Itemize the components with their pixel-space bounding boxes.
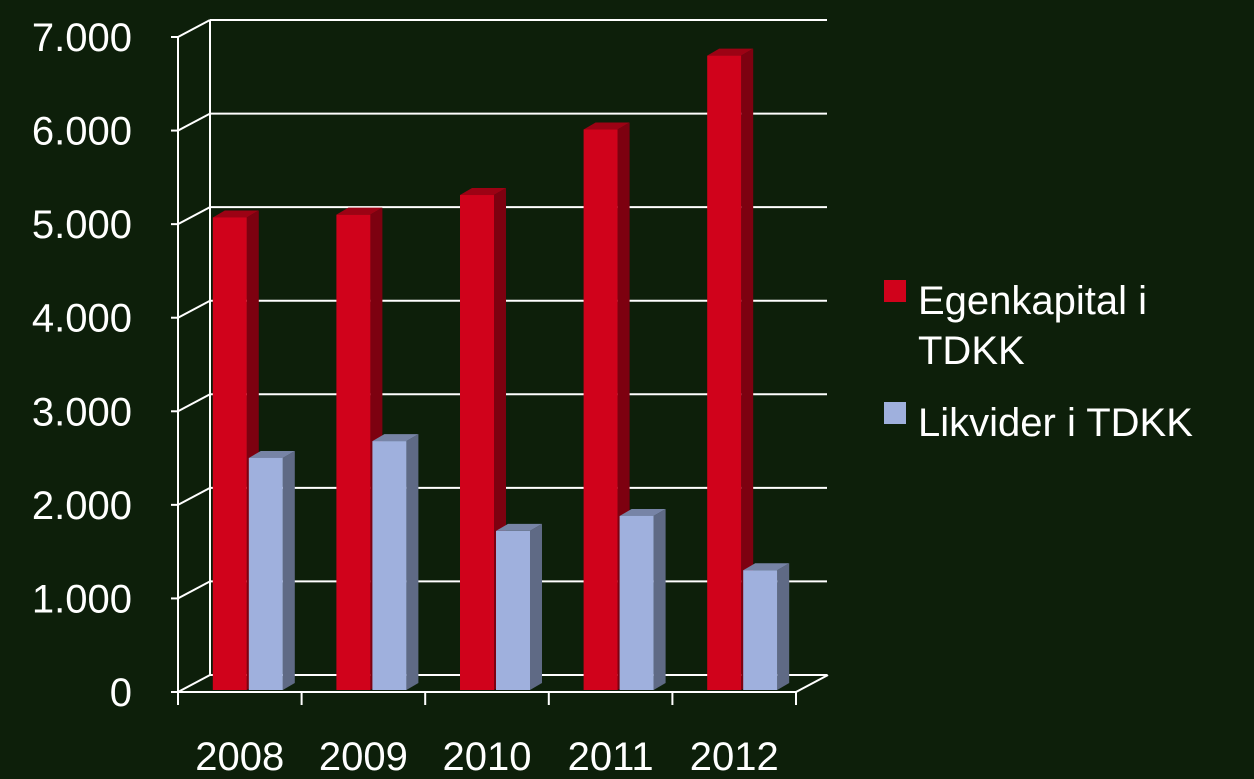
x-tick-label: 2009 (319, 735, 408, 779)
y-tick-label: 3.000 (32, 390, 132, 434)
x-tick-label: 2011 (568, 735, 654, 779)
bar-top (743, 563, 790, 571)
bar-top (212, 210, 259, 218)
legend-label: TDKK (918, 329, 1025, 373)
gridline-diagonal (177, 299, 211, 319)
bars (212, 48, 790, 691)
bar-front (707, 55, 742, 691)
gridline-diagonal (177, 112, 211, 132)
gridline-diagonal (177, 19, 211, 38)
bar-front (372, 441, 407, 690)
bar-top (583, 122, 630, 130)
bar-front (248, 457, 283, 690)
bar-front (212, 217, 247, 690)
bar-top (707, 48, 754, 56)
bar-front (460, 195, 494, 690)
legend-item: Egenkapital i TDKK (884, 279, 1147, 373)
bar-side (530, 523, 542, 690)
x-axis-tick-labels: 2008 2009 2010 2011 2012 (195, 735, 778, 779)
bar-top (460, 188, 506, 196)
bar-front (743, 570, 778, 690)
y-tick-label: 1.000 (32, 577, 132, 621)
bar (372, 434, 419, 690)
bar-front (496, 530, 530, 690)
x-tick-label: 2010 (443, 735, 532, 779)
bar (743, 563, 790, 690)
x-tick-label: 2008 (195, 735, 284, 779)
legend-swatch (884, 402, 906, 424)
legend-item: Likvider i TDKK (884, 401, 1193, 445)
bar-side (653, 508, 666, 690)
legend-swatch (884, 280, 906, 302)
bar (496, 523, 542, 690)
axes (171, 20, 829, 705)
y-tick-label: 4.000 (32, 297, 132, 341)
legend-label: Egenkapital i (918, 279, 1147, 323)
y-axis-tick-labels: 0 1.000 2.000 3.000 4.000 5.000 6.000 7.000 (32, 16, 132, 715)
bar (212, 210, 259, 690)
bar-front (336, 214, 371, 690)
bar (707, 48, 754, 691)
legend-label: Likvider i TDKK (918, 401, 1193, 445)
gridline-diagonal (177, 393, 211, 413)
bar-side (282, 450, 295, 690)
floor-right-edge (795, 674, 829, 693)
y-tick-label: 0 (110, 671, 132, 715)
bar-top (248, 450, 295, 458)
bar-top (619, 508, 666, 516)
gridline-diagonal (177, 206, 211, 226)
bar-top (372, 434, 419, 442)
bar-side (406, 434, 419, 690)
y-tick-label: 6.000 (32, 110, 132, 154)
bar-side (777, 563, 790, 690)
bar (619, 508, 666, 690)
x-tick-label: 2012 (690, 735, 779, 779)
y-tick-label: 5.000 (32, 203, 132, 247)
legend: Egenkapital i TDKK Likvider i TDKK (884, 279, 1193, 445)
bar-top (496, 523, 542, 531)
bar-top (336, 207, 383, 215)
y-tick-label: 7.000 (32, 16, 132, 60)
bar-side (741, 48, 754, 691)
y-tick-label: 2.000 (32, 484, 132, 528)
gridline-diagonal (177, 580, 211, 600)
bar-front (583, 129, 618, 690)
bar-front (619, 515, 654, 690)
bar (248, 450, 295, 690)
gridline-diagonal (177, 486, 211, 506)
gridline-diagonal (177, 674, 211, 693)
